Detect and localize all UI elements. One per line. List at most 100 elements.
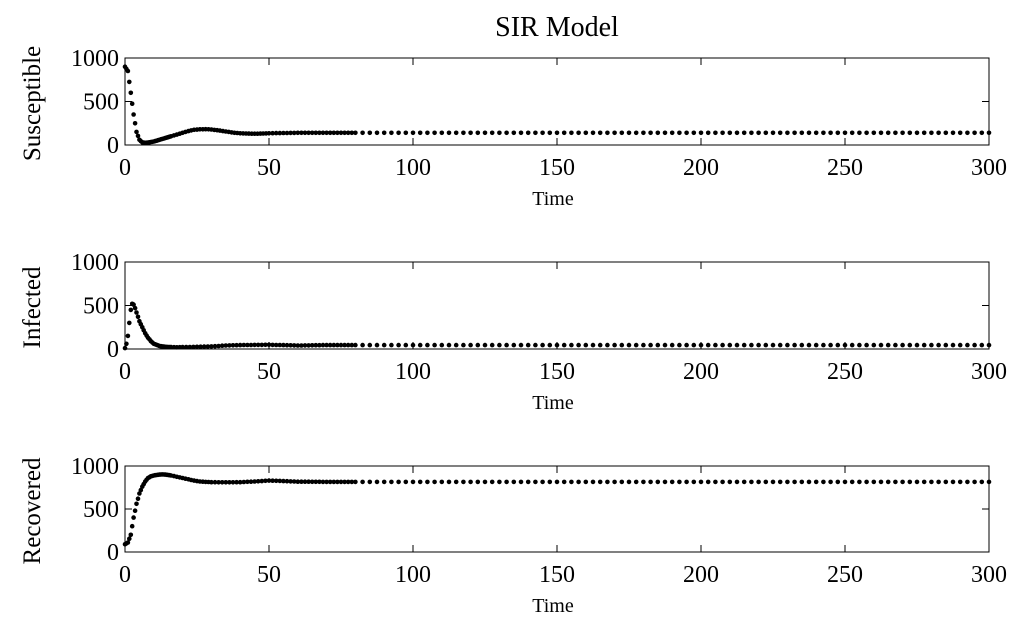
- subplot-susceptible: 0 50 100 150 200 250 300 0 500 1000 Time Susceptibl…: [19, 46, 1007, 210]
- data-point: [641, 479, 646, 485]
- data-point: [504, 130, 509, 136]
- data-point: [396, 342, 401, 348]
- data-point: [561, 342, 567, 348]
- data-point: [446, 479, 452, 485]
- data-point: [677, 342, 682, 348]
- data-point: [605, 130, 610, 136]
- data-point: [633, 342, 639, 348]
- data-point: [432, 342, 437, 348]
- data-point: [957, 130, 963, 136]
- data-point: [691, 130, 697, 136]
- x-axis-label: Time: [532, 188, 574, 210]
- data-point: [410, 130, 416, 136]
- y-tick-label: 1000: [71, 250, 119, 276]
- data-point: [432, 130, 437, 136]
- data-point: [309, 343, 315, 348]
- data-point: [518, 342, 524, 348]
- data-point: [234, 479, 239, 485]
- data-point: [468, 130, 473, 136]
- data-point: [205, 344, 211, 349]
- data-point: [857, 130, 862, 136]
- data-point: [669, 130, 675, 136]
- data-point: [705, 479, 711, 485]
- data-point: [331, 342, 337, 348]
- data-point: [374, 130, 380, 136]
- x-axis-label: Time: [532, 392, 574, 414]
- data-point: [389, 342, 394, 348]
- data-point: [410, 479, 416, 485]
- data-point: [842, 342, 848, 348]
- data-point: [432, 479, 437, 485]
- y-tick-label: 1000: [71, 454, 119, 480]
- data-point: [125, 68, 131, 74]
- data-point: [309, 130, 315, 136]
- data-point: [785, 479, 790, 485]
- data-point: [320, 479, 326, 485]
- data-point: [583, 342, 589, 348]
- data-point: [461, 342, 466, 348]
- data-point: [461, 479, 466, 485]
- data-point: [374, 479, 380, 485]
- data-point: [576, 479, 581, 485]
- data-point: [201, 344, 207, 349]
- data-point: [885, 130, 891, 136]
- data-point: [900, 130, 905, 136]
- data-point: [633, 479, 639, 485]
- data-point: [291, 343, 297, 348]
- data-point: [482, 479, 488, 485]
- data-point: [547, 342, 553, 348]
- data-point: [878, 130, 884, 136]
- data-point: [345, 342, 351, 348]
- data-point: [252, 342, 257, 348]
- data-point: [374, 342, 380, 348]
- y-axis-label: Infected: [19, 266, 46, 348]
- data-point: [367, 479, 373, 485]
- data-point: [425, 479, 430, 485]
- data-point: [626, 130, 632, 136]
- data-point: [756, 479, 761, 485]
- data-point: [936, 479, 941, 485]
- data-point: [821, 342, 826, 348]
- data-point: [417, 479, 423, 485]
- data-point: [396, 479, 401, 485]
- data-point: [936, 130, 941, 136]
- data-point: [914, 130, 920, 136]
- data-point: [641, 130, 646, 136]
- data-point: [417, 342, 423, 348]
- data-point: [590, 130, 596, 136]
- data-point: [878, 479, 884, 485]
- data-point: [439, 479, 445, 485]
- data-point: [986, 479, 992, 485]
- data-point: [554, 130, 560, 136]
- data-point: [828, 479, 833, 485]
- data-point: [255, 479, 261, 484]
- data-point: [547, 130, 553, 136]
- data-point: [245, 342, 250, 348]
- data-point: [128, 532, 134, 538]
- x-tick-label: 200: [683, 562, 719, 588]
- data-point: [986, 130, 992, 136]
- data-point: [569, 130, 574, 136]
- data-point: [684, 479, 689, 485]
- data-point: [291, 130, 297, 136]
- data-point: [864, 130, 869, 136]
- data-point: [299, 479, 304, 485]
- data-point: [662, 342, 668, 348]
- data-point: [878, 342, 884, 348]
- data-point: [216, 343, 221, 349]
- x-tick-label: 0: [119, 562, 131, 588]
- data-point: [893, 342, 898, 348]
- data-point: [277, 478, 283, 484]
- x-tick-label: 100: [395, 359, 431, 385]
- data-point: [777, 130, 783, 136]
- data-point: [684, 342, 689, 348]
- x-tick-label: 50: [257, 562, 281, 588]
- data-point: [453, 479, 459, 485]
- data-point: [770, 342, 776, 348]
- data-point: [669, 342, 675, 348]
- data-point: [965, 130, 970, 136]
- data-point: [950, 130, 956, 136]
- data-point: [180, 344, 185, 350]
- data-point: [453, 130, 459, 136]
- data-point: [813, 342, 819, 348]
